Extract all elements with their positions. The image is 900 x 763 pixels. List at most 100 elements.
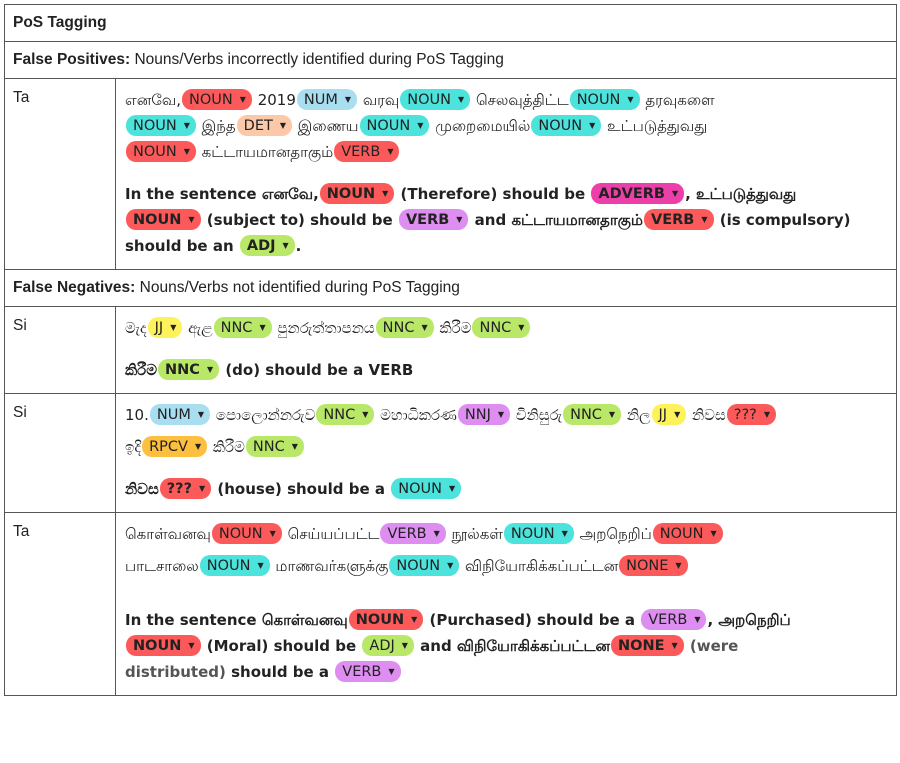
pos-tag[interactable]: ??? ▼ — [726, 404, 777, 425]
explanation-line: distributed) should be a VERB ▼ — [125, 659, 888, 685]
pos-tag[interactable]: NOUN ▼ — [391, 478, 462, 499]
caret-down-icon: ▼ — [382, 189, 389, 198]
note-text: (do) should be a VERB — [220, 361, 414, 379]
word: விநியோகிக்கப்பட்டன — [465, 557, 619, 575]
section-header-false-negatives: False Negatives: Nouns/Verbs not identif… — [4, 269, 897, 307]
pos-tag[interactable]: NOUN ▼ — [126, 141, 196, 162]
caret-down-icon: ▼ — [411, 615, 418, 624]
caret-down-icon: ▼ — [675, 561, 682, 570]
pos-tag[interactable]: DET ▼ — [236, 115, 292, 136]
example-cell: 10. NUM ▼ පොලොන්නරුව NNC ▼ මහාධිකරණ NNJ ▼ විනි… — [115, 393, 897, 513]
pos-tag[interactable]: NOUN ▼ — [126, 209, 201, 230]
pos-tag[interactable]: VERB ▼ — [398, 209, 469, 230]
caret-down-icon: ▼ — [291, 442, 298, 451]
pos-tag[interactable]: NONE ▼ — [610, 635, 684, 656]
note-word: கட்டாயமானதாகும் — [511, 211, 643, 229]
caret-down-icon: ▼ — [518, 323, 525, 332]
pos-tag[interactable]: NOUN ▼ — [359, 115, 430, 136]
pos-tag[interactable]: VERB ▼ — [641, 609, 707, 630]
pos-tag[interactable]: VERB ▼ — [335, 661, 401, 682]
note-text: (Moral) should be — [201, 637, 362, 655]
pos-tag[interactable]: NOUN ▼ — [400, 89, 471, 110]
caret-down-icon: ▼ — [456, 215, 463, 224]
caret-down-icon: ▼ — [170, 323, 177, 332]
pos-tag[interactable]: NOUN ▼ — [199, 555, 270, 576]
pos-tag[interactable]: NNC ▼ — [245, 436, 304, 457]
pos-tag[interactable]: NOUN ▼ — [569, 89, 640, 110]
note-text: , — [707, 611, 719, 629]
pos-tag[interactable]: NOUN ▼ — [126, 635, 201, 656]
word: විනිසුරු — [515, 406, 563, 424]
example-cell: எனவே, NOUN ▼ 2019 NUM ▼ வரவு NOUN ▼ செலவுத்திட… — [115, 78, 897, 270]
word: නිවස — [692, 406, 726, 424]
word: எனவே, — [125, 91, 182, 109]
word: කිරීම — [439, 319, 472, 337]
word: வரவு — [362, 91, 400, 109]
caret-down-icon: ▼ — [199, 484, 206, 493]
word: செலவுத்திட்ட — [475, 91, 569, 109]
pos-tag[interactable]: NOUN ▼ — [652, 523, 723, 544]
pos-tag[interactable]: NNC ▼ — [472, 317, 531, 338]
word: கட்டாயமானதாகும் — [201, 143, 334, 161]
pos-tag[interactable]: VERB ▼ — [380, 523, 446, 544]
caret-down-icon: ▼ — [671, 641, 678, 650]
pos-tag[interactable]: NNJ ▼ — [457, 404, 511, 425]
pos-tag[interactable]: ADJ ▼ — [239, 235, 295, 256]
caret-down-icon: ▼ — [344, 95, 352, 104]
pos-tag[interactable]: JJ ▼ — [651, 404, 687, 425]
pos-tag[interactable]: NNC ▼ — [563, 404, 622, 425]
word: පොලොන්නරුව — [215, 406, 316, 424]
caret-down-icon: ▼ — [589, 121, 596, 130]
pos-tag[interactable]: NUM ▼ — [149, 404, 210, 425]
note-word: කිරීම — [125, 361, 158, 379]
pos-tag[interactable]: VERB ▼ — [643, 209, 714, 230]
explanation-line: should be an ADJ ▼. — [125, 233, 888, 259]
word: பாடசாலை — [125, 557, 199, 575]
note-text: (house) should be a — [212, 480, 391, 498]
word: உட்படுத்துவது — [607, 117, 708, 135]
caret-down-icon: ▼ — [561, 529, 568, 538]
word: மாணவர்களுக்கு — [275, 557, 389, 575]
section-label: False Negatives: — [13, 279, 136, 296]
pos-tag[interactable]: NNC ▼ — [316, 404, 375, 425]
sentence-line: මැද JJ ▼ ඇළ NNC ▼ පුනරුත්තාපනය NNC ▼ කිරීම NNC ▼ — [125, 315, 888, 341]
note-text: , — [685, 185, 697, 203]
pos-tag[interactable]: NOUN ▼ — [503, 523, 574, 544]
pos-tag[interactable]: NNC ▼ — [375, 317, 434, 338]
pos-tag[interactable]: NOUN ▼ — [319, 183, 395, 204]
pos-tag[interactable]: VERB ▼ — [334, 141, 400, 162]
caret-down-icon: ▼ — [671, 189, 679, 198]
sentence-line: கொள்வனவு NOUN ▼ செய்யப்பட்ட VERB ▼ நூல்கள் NO… — [125, 521, 888, 547]
pos-tag[interactable]: NOUN ▼ — [211, 523, 282, 544]
pos-tag[interactable]: ADJ ▼ — [362, 635, 414, 656]
pos-tag[interactable]: ADVERB ▼ — [591, 183, 685, 204]
sentence-line: NOUN ▼ இந்த DET ▼ இணைய NOUN ▼ முறைமையில் NOUN ▼… — [125, 113, 888, 139]
note-text: (subject to) should be — [201, 211, 398, 229]
caret-down-icon: ▼ — [279, 121, 286, 130]
pos-tag[interactable]: NOUN ▼ — [182, 89, 252, 110]
table-row: Ta எனவே, NOUN ▼ 2019 NUM ▼ வரவு NOUN ▼ செலவுத்… — [4, 78, 897, 270]
sentence-line: 10. NUM ▼ පොලොන්නරුව NNC ▼ මහාධිකරණ NNJ ▼ විනි… — [125, 402, 888, 428]
pos-tag[interactable]: RPCV ▼ — [142, 436, 208, 457]
word: முறைமையில் — [435, 117, 531, 135]
pos-tag[interactable]: NONE ▼ — [619, 555, 688, 576]
pos-tag[interactable]: JJ ▼ — [147, 317, 183, 338]
pos-tag[interactable]: NOUN ▼ — [531, 115, 602, 136]
table-title: PoS Tagging — [13, 14, 107, 31]
caret-down-icon: ▼ — [433, 529, 440, 538]
example-cell: මැද JJ ▼ ඇළ NNC ▼ පුනරුත්තාපනය NNC ▼ කිරීම NNC ▼… — [115, 306, 897, 394]
pos-tag[interactable]: NUM ▼ — [296, 89, 358, 110]
note-text: (is compulsory) — [714, 211, 851, 229]
caret-down-icon: ▼ — [710, 529, 717, 538]
pos-tag[interactable]: NNC ▼ — [158, 359, 220, 380]
pos-tag[interactable]: NNC ▼ — [213, 317, 272, 338]
pos-tag[interactable]: ??? ▼ — [159, 478, 212, 499]
pos-tag[interactable]: NOUN ▼ — [126, 115, 196, 136]
pos-tag[interactable]: NOUN ▼ — [348, 609, 424, 630]
caret-down-icon: ▼ — [447, 561, 454, 570]
table-row: Si මැද JJ ▼ ඇළ NNC ▼ පුනරුත්තාපනය NNC ▼ කිරීම N… — [4, 306, 897, 394]
pos-tag[interactable]: NOUN ▼ — [389, 555, 460, 576]
note-text: should be an — [125, 237, 239, 255]
caret-down-icon: ▼ — [197, 410, 204, 419]
word: இந்த — [201, 117, 236, 135]
